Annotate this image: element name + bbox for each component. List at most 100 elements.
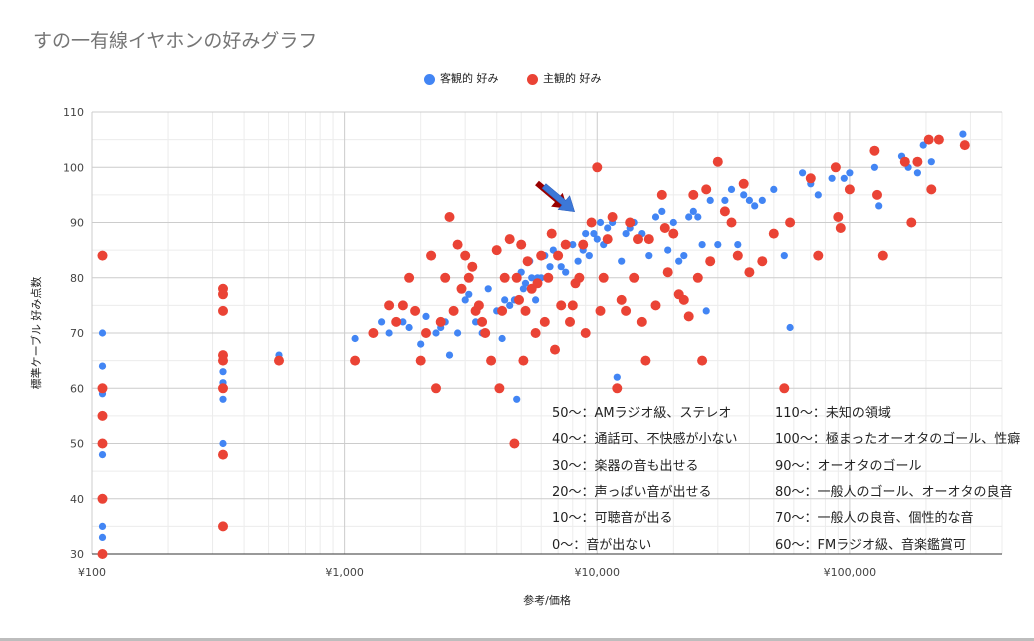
point-objective (590, 230, 598, 238)
point-subjective (218, 521, 228, 532)
point-objective (694, 213, 702, 221)
point-subjective (530, 328, 541, 338)
point-subjective (835, 223, 846, 233)
x-tick-label: ¥100,000 (824, 566, 877, 579)
point-subjective (598, 272, 609, 283)
point-objective (498, 334, 506, 343)
annotation-left-2: 40～：通話可、不快感が小ない (552, 432, 738, 447)
y-axis-label: 標準ケーブル 好み点数 (29, 277, 43, 390)
point-subjective (539, 316, 550, 327)
point-subjective (218, 383, 228, 394)
axes: 30 40 50 60 70 80 90 100 110 ¥100 ¥1,000 ¥10,000 ¥10… (63, 106, 1002, 579)
point-subjective (560, 239, 571, 250)
point-objective (714, 241, 722, 249)
point-subjective (467, 261, 478, 272)
point-subjective (397, 300, 408, 311)
point-objective (645, 252, 653, 260)
point-objective (219, 439, 227, 448)
point-subjective (494, 383, 505, 394)
point-objective (405, 323, 413, 332)
point-objective (593, 235, 601, 243)
point-subjective (744, 267, 755, 278)
point-subjective (697, 355, 708, 366)
x-axis-label: 参考/価格 (523, 593, 571, 607)
y-tick-label: 60 (70, 382, 84, 395)
point-subjective (625, 217, 636, 228)
point-subjective (556, 300, 567, 311)
point-objective (385, 329, 393, 337)
point-objective (378, 318, 386, 326)
point-subjective (404, 272, 415, 283)
chart-title: すの一有線イヤホンの好みグラフ (33, 30, 318, 52)
point-objective (721, 196, 729, 204)
point-subjective (933, 134, 944, 145)
point-subjective (650, 300, 661, 311)
point-subjective (218, 449, 228, 460)
point-subjective (621, 305, 632, 316)
point-objective (959, 130, 967, 138)
point-objective (664, 246, 672, 254)
point-subjective (518, 355, 529, 366)
point-objective (219, 395, 227, 403)
point-subjective (692, 272, 703, 283)
point-objective (472, 318, 480, 326)
point-subjective (959, 140, 970, 151)
point-subjective (688, 189, 699, 200)
point-subjective (738, 178, 749, 189)
annotation-left-4: 20～：声っぱい音が出せる (552, 485, 712, 500)
point-objective (484, 285, 492, 293)
point-subjective (384, 300, 395, 311)
point-subjective (491, 245, 502, 256)
point-subjective (532, 278, 543, 289)
point-objective (740, 191, 748, 199)
point-subjective (499, 272, 510, 283)
legend: 客観的 好み 主観的 好み (0, 72, 1034, 88)
point-subjective (511, 272, 522, 283)
point-objective (465, 290, 473, 298)
point-objective (519, 285, 528, 293)
point-objective (399, 318, 407, 326)
point-subjective (456, 283, 467, 294)
point-subjective (869, 145, 880, 156)
annotation-left-1: 50～：AMラジオ級、ステレオ (552, 406, 732, 421)
point-objective (613, 373, 621, 381)
point-objective (604, 224, 612, 232)
point-subjective (536, 250, 547, 261)
annotation-right-4: 80～：一般人のゴール、オーオタの良音 (775, 485, 1013, 500)
point-objective (675, 257, 683, 265)
point-objective (745, 196, 754, 204)
point-objective (219, 368, 227, 376)
point-subjective (460, 250, 471, 261)
point-subjective (659, 223, 670, 233)
annotation-right-1: 110～：未知の領域 (775, 406, 891, 421)
point-objective (689, 207, 697, 215)
point-subjective (565, 316, 575, 327)
point-subjective (830, 162, 841, 173)
annotation-left-6: 0～：音が出ない (552, 538, 652, 553)
point-subjective (726, 217, 737, 228)
point-subjective (497, 305, 508, 316)
point-objective (501, 296, 509, 304)
point-objective (445, 351, 454, 359)
point-objective (669, 218, 677, 227)
point-subjective (912, 156, 923, 167)
point-objective (919, 141, 927, 149)
point-subjective (633, 234, 643, 245)
point-objective (828, 174, 836, 182)
point-subjective (543, 272, 554, 283)
point-subjective (785, 217, 796, 228)
point-objective (706, 196, 714, 204)
point-objective (770, 185, 778, 193)
point-subjective (520, 305, 531, 316)
point-objective (596, 218, 605, 227)
y-tick-label: 50 (70, 438, 84, 451)
point-subjective (656, 189, 667, 200)
point-subjective (504, 234, 515, 245)
point-objective (506, 301, 514, 309)
point-subjective (923, 134, 934, 145)
point-subjective (516, 239, 527, 250)
point-objective (702, 307, 710, 315)
point-objective (622, 230, 630, 238)
arrow-icon (541, 183, 575, 213)
